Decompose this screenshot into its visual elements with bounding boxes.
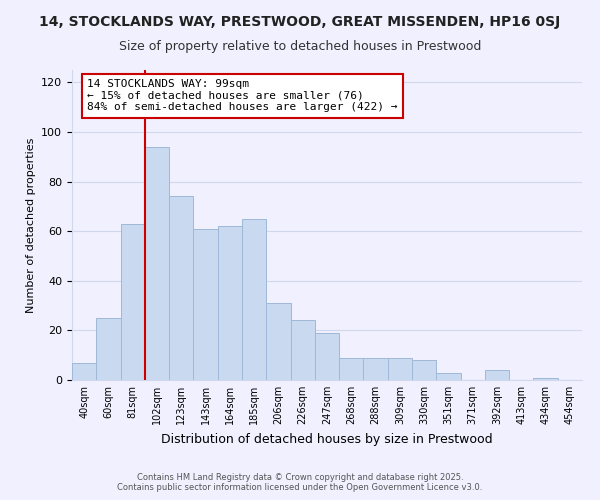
Text: 14, STOCKLANDS WAY, PRESTWOOD, GREAT MISSENDEN, HP16 0SJ: 14, STOCKLANDS WAY, PRESTWOOD, GREAT MIS… <box>40 15 560 29</box>
Bar <box>339 358 364 380</box>
Bar <box>96 318 121 380</box>
X-axis label: Distribution of detached houses by size in Prestwood: Distribution of detached houses by size … <box>161 432 493 446</box>
Text: Contains HM Land Registry data © Crown copyright and database right 2025.
Contai: Contains HM Land Registry data © Crown c… <box>118 473 482 492</box>
Bar <box>436 372 461 380</box>
Bar <box>266 303 290 380</box>
Bar <box>485 370 509 380</box>
Bar <box>121 224 145 380</box>
Bar <box>218 226 242 380</box>
Bar <box>242 219 266 380</box>
Bar <box>193 228 218 380</box>
Bar <box>290 320 315 380</box>
Bar <box>364 358 388 380</box>
Bar <box>72 362 96 380</box>
Text: Size of property relative to detached houses in Prestwood: Size of property relative to detached ho… <box>119 40 481 53</box>
Bar <box>533 378 558 380</box>
Y-axis label: Number of detached properties: Number of detached properties <box>26 138 35 312</box>
Bar <box>315 333 339 380</box>
Bar <box>388 358 412 380</box>
Bar <box>169 196 193 380</box>
Bar <box>412 360 436 380</box>
Text: 14 STOCKLANDS WAY: 99sqm
← 15% of detached houses are smaller (76)
84% of semi-d: 14 STOCKLANDS WAY: 99sqm ← 15% of detach… <box>88 80 398 112</box>
Bar <box>145 147 169 380</box>
